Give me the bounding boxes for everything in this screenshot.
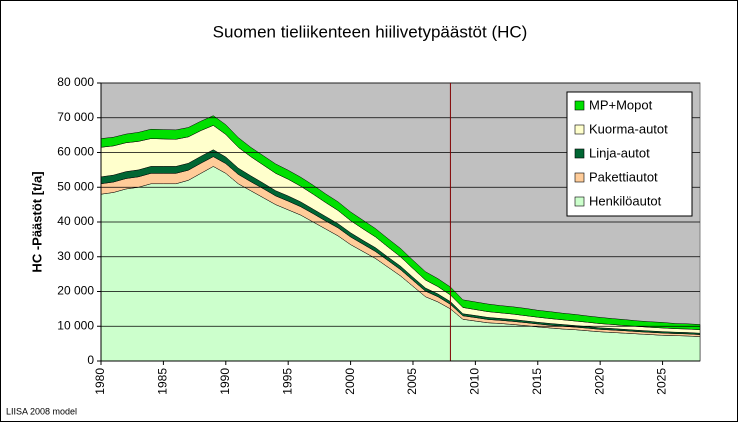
y-tick-label: 10 000 [57, 318, 94, 332]
y-tick-label: 30 000 [57, 249, 94, 263]
legend-swatch [574, 100, 585, 111]
y-tick-label: 80 000 [57, 75, 94, 89]
x-tick-label: 1985 [156, 368, 170, 395]
x-tick-label: 2005 [405, 368, 419, 395]
y-tick-label: 70 000 [57, 110, 94, 124]
legend-label: Pakettiautot [589, 169, 658, 184]
y-tick-label: 60 000 [57, 145, 94, 159]
y-tick-label: 50 000 [57, 179, 94, 193]
footnote: LIISA 2008 model [6, 406, 77, 416]
x-tick-label: 2015 [530, 368, 544, 395]
x-tick-label: 2020 [592, 368, 606, 395]
chart-title: Suomen tieliikenteen hiilivetypäästöt (H… [213, 22, 528, 41]
legend-swatch [574, 124, 585, 135]
legend-label: Henkilöautot [589, 193, 662, 208]
x-tick-label: 1990 [218, 368, 232, 395]
x-tick-label: 1995 [280, 368, 294, 395]
area [100, 115, 701, 330]
x-tick-label: 2000 [343, 368, 357, 395]
y-tick-label: 40 000 [57, 214, 94, 228]
legend-label: MP+Mopot [589, 97, 653, 112]
y-tick-label: 20 000 [57, 284, 94, 298]
legend-swatch [574, 196, 585, 207]
x-tick-label: 2010 [468, 368, 482, 395]
legend-label: Kuorma-autot [589, 121, 668, 136]
legend-swatch [574, 172, 585, 183]
y-tick-label: 0 [87, 353, 94, 367]
x-tick-label: 1980 [93, 368, 107, 395]
legend-swatch [574, 148, 585, 159]
x-tick-label: 2025 [655, 368, 669, 395]
legend-label: Linja-autot [589, 145, 650, 160]
y-axis-label: HC -Päästöt [t/a] [29, 171, 44, 272]
legend-box [566, 91, 693, 217]
